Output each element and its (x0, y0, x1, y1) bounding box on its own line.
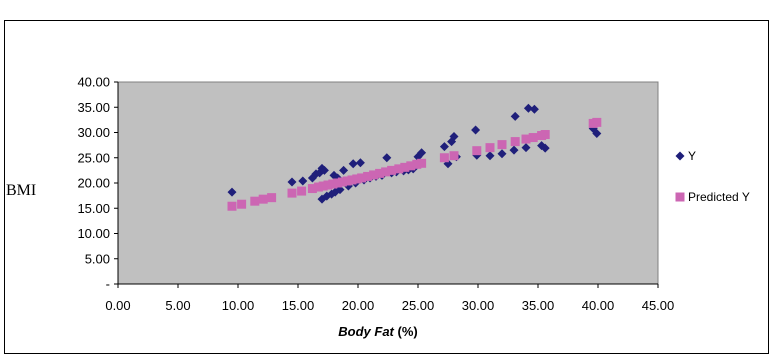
x-axis-label: Body Fat (%) (338, 324, 417, 339)
data-point-predicted-y (258, 194, 268, 204)
data-point-y (497, 149, 507, 159)
x-tick-label: 45.00 (642, 298, 675, 313)
x-tick-label: 20.00 (342, 298, 375, 313)
data-point-predicted-y (394, 164, 404, 174)
data-point-predicted-y (287, 188, 297, 198)
y-tick-label: 25.00 (77, 150, 110, 165)
y-tick-label: 30.00 (77, 125, 110, 140)
x-tick-label: 40.00 (582, 298, 615, 313)
x-tick-label: 25.00 (402, 298, 435, 313)
data-point-y (485, 151, 495, 161)
data-point-y (382, 153, 392, 163)
data-point-predicted-y (369, 170, 379, 180)
data-point-predicted-y (439, 153, 449, 163)
x-axis-label-text: Body Fat (338, 324, 394, 339)
data-point-predicted-y (337, 177, 347, 187)
data-point-predicted-y (406, 161, 416, 171)
data-point-y (540, 143, 550, 153)
x-tick-label: 10.00 (222, 298, 255, 313)
data-point-predicted-y (412, 159, 422, 169)
data-point-predicted-y (342, 176, 352, 186)
data-point-y (449, 132, 459, 142)
data-point-y (510, 111, 520, 121)
y-tick-label: 10.00 (77, 226, 110, 241)
y-tick-label: - (106, 277, 110, 292)
data-point-predicted-y (328, 179, 338, 189)
data-point-y (471, 125, 481, 135)
data-point-predicted-y (375, 168, 385, 178)
data-point-predicted-y (400, 162, 410, 172)
legend-label-predicted-y: Predicted Y (688, 190, 750, 204)
legend-label-y: Y (688, 149, 696, 163)
data-point-predicted-y (250, 196, 260, 206)
data-point-y (348, 159, 358, 169)
x-tick-label: 35.00 (522, 298, 555, 313)
x-tick-label: 30.00 (462, 298, 495, 313)
data-point-y (523, 103, 533, 113)
y-tick-label: 15.00 (77, 201, 110, 216)
data-point-y (287, 177, 297, 187)
data-point-y (529, 104, 539, 114)
data-point-predicted-y (307, 184, 317, 194)
x-tick-label: 0.00 (105, 298, 130, 313)
data-point-predicted-y (521, 134, 531, 144)
data-point-predicted-y (485, 143, 495, 153)
x-tick-label: 5.00 (165, 298, 190, 313)
data-point-predicted-y (449, 151, 459, 161)
x-tick-label: 15.00 (282, 298, 315, 313)
data-point-predicted-y (417, 158, 427, 168)
data-point-y (355, 158, 365, 168)
x-axis-label-unit: (%) (394, 324, 418, 339)
data-point-predicted-y (497, 140, 507, 150)
data-point-predicted-y (297, 186, 307, 196)
data-point-predicted-y (510, 137, 520, 147)
data-point-predicted-y (352, 174, 362, 184)
data-point-y (417, 148, 427, 158)
data-point-y (592, 129, 602, 139)
data-point-y (439, 142, 449, 152)
data-point-y (227, 187, 237, 197)
data-point-predicted-y (237, 199, 247, 209)
y-tick-label: 5.00 (85, 251, 110, 266)
data-point-predicted-y (357, 173, 367, 183)
data-point-y (298, 176, 308, 186)
data-point-predicted-y (381, 167, 391, 177)
data-point-predicted-y (592, 117, 602, 127)
legend-marker-y (675, 151, 685, 161)
data-point-predicted-y (347, 175, 357, 185)
legend-marker-predicted-y (675, 192, 685, 202)
data-point-predicted-y (387, 165, 397, 175)
data-point-predicted-y (540, 130, 550, 140)
data-point-predicted-y (333, 178, 343, 188)
y-tick-label: 20.00 (77, 176, 110, 191)
data-point-y (319, 165, 329, 175)
data-point-y (509, 145, 519, 155)
y-tick-label: 40.00 (77, 75, 110, 90)
y-tick-label: 35.00 (77, 100, 110, 115)
data-point-predicted-y (323, 180, 333, 190)
data-point-predicted-y (363, 171, 373, 181)
data-point-predicted-y (267, 193, 277, 203)
data-point-predicted-y (313, 182, 323, 192)
data-point-predicted-y (318, 181, 328, 191)
data-point-y (339, 165, 349, 175)
y-axis-label: BMI (6, 182, 36, 199)
data-point-y (521, 143, 531, 153)
data-point-predicted-y (227, 201, 237, 211)
data-point-predicted-y (528, 133, 538, 143)
plot-area (117, 81, 659, 285)
data-point-predicted-y (472, 146, 482, 156)
